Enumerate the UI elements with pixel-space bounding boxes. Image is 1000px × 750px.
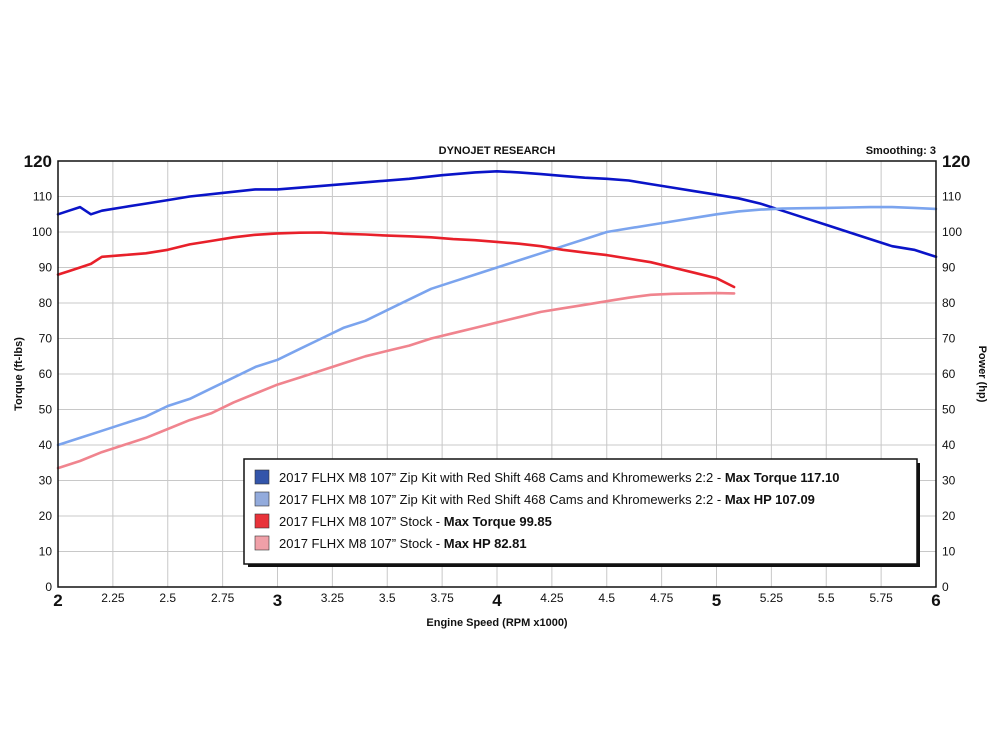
- legend-series-name: 2017 FLHX M8 107” Stock -: [279, 514, 444, 529]
- y-tick-label-left: 20: [39, 509, 53, 523]
- x-tick-label: 3.25: [321, 591, 345, 605]
- legend-series-max: Max Torque 99.85: [444, 514, 552, 529]
- smoothing-label: Smoothing: 3: [866, 145, 936, 157]
- x-tick-label: 6: [931, 591, 940, 610]
- legend-swatch: [254, 513, 270, 529]
- x-tick-label: 3: [273, 591, 282, 610]
- plot-frame: [57, 160, 937, 588]
- chart-header: DYNOJET RESEARCH: [439, 145, 556, 157]
- x-tick-label: 4: [492, 591, 502, 610]
- legend-box-shadow-bottom: [248, 564, 920, 567]
- y-axis-right-label: Power (hp): [976, 346, 988, 403]
- legend-label: 2017 FLHX M8 107” Zip Kit with Red Shift…: [279, 470, 839, 485]
- legend-swatch: [254, 535, 270, 551]
- y-axis-left-label: Torque (ft-lbs): [13, 337, 25, 411]
- legend-series-name: 2017 FLHX M8 107” Zip Kit with Red Shift…: [279, 470, 725, 485]
- y-tick-label-right: 120: [942, 152, 970, 171]
- y-tick-label-left: 120: [24, 152, 52, 171]
- y-tick-label-left: 30: [39, 474, 53, 488]
- legend-items: 2017 FLHX M8 107” Zip Kit with Red Shift…: [254, 469, 839, 551]
- x-tick-label: 3.5: [379, 591, 396, 605]
- legend-series-max: Max HP 82.81: [444, 536, 527, 551]
- y-tick-label-left: 10: [39, 545, 53, 559]
- y-tick-label-right: 0: [942, 580, 949, 594]
- x-tick-label: 5.75: [869, 591, 893, 605]
- x-tick-label: 3.75: [430, 591, 454, 605]
- x-tick-label: 4.5: [598, 591, 615, 605]
- x-tick-label: 5.5: [818, 591, 835, 605]
- legend-series-max: Max Torque 117.10: [725, 470, 840, 485]
- legend-series-max: Max HP 107.09: [725, 492, 815, 507]
- y-tick-label-right: 40: [942, 438, 956, 452]
- y-tick-label-left: 40: [39, 438, 53, 452]
- x-tick-label: 5.25: [760, 591, 784, 605]
- y-tick-label-left: 110: [33, 190, 52, 204]
- y-tick-label-right: 90: [942, 261, 956, 275]
- legend-series-name: 2017 FLHX M8 107” Zip Kit with Red Shift…: [279, 492, 725, 507]
- series-lines: [56, 170, 938, 470]
- y-tick-label-left: 60: [39, 367, 53, 381]
- series-line-1: [56, 170, 938, 259]
- y-tick-label-right: 10: [942, 545, 956, 559]
- legend-box: [243, 458, 918, 565]
- series-line-4: [56, 291, 736, 470]
- series-line-2: [56, 205, 938, 447]
- y-tick-label-left: 70: [39, 332, 53, 346]
- x-tick-label: 2.75: [211, 591, 235, 605]
- legend-swatch: [254, 491, 270, 507]
- legend-label: 2017 FLHX M8 107” Stock - Max Torque 99.…: [279, 514, 552, 529]
- series-line-3: [56, 231, 736, 289]
- legend: 2017 FLHX M8 107” Zip Kit with Red Shift…: [243, 458, 920, 567]
- x-tick-label: 2: [53, 591, 62, 610]
- legend-series-name: 2017 FLHX M8 107” Stock -: [279, 536, 444, 551]
- y-tick-label-left: 80: [39, 296, 53, 310]
- y-tick-label-right: 70: [942, 332, 956, 346]
- legend-swatch: [254, 469, 270, 485]
- y-tick-label-right: 50: [942, 403, 956, 417]
- axis-ticks: 2 2.25 2.5 2.75 3 3.25 3.5 3.75 4 4.25 4.5 4.75 5 5.2…: [24, 152, 971, 610]
- y-tick-label-left: 90: [39, 261, 53, 275]
- x-tick-label: 2.5: [159, 591, 176, 605]
- y-tick-label-right: 80: [942, 296, 956, 310]
- legend-box-shadow: [917, 463, 920, 567]
- y-tick-label-right: 110: [942, 190, 961, 204]
- x-tick-label: 5: [712, 591, 721, 610]
- x-tick-label: 4.25: [540, 591, 564, 605]
- y-tick-label-right: 30: [942, 474, 956, 488]
- x-tick-label: 2.25: [101, 591, 125, 605]
- y-tick-label-left: 0: [45, 580, 52, 594]
- y-tick-label-left: 100: [32, 225, 52, 239]
- y-tick-label-right: 100: [942, 225, 962, 239]
- x-tick-label: 4.75: [650, 591, 674, 605]
- legend-label: 2017 FLHX M8 107” Stock - Max HP 82.81: [279, 536, 527, 551]
- y-tick-label-left: 50: [39, 403, 53, 417]
- legend-label: 2017 FLHX M8 107” Zip Kit with Red Shift…: [279, 492, 815, 507]
- x-axis-label: Engine Speed (RPM x1000): [426, 617, 568, 629]
- y-tick-label-right: 60: [942, 367, 956, 381]
- y-tick-label-right: 20: [942, 509, 956, 523]
